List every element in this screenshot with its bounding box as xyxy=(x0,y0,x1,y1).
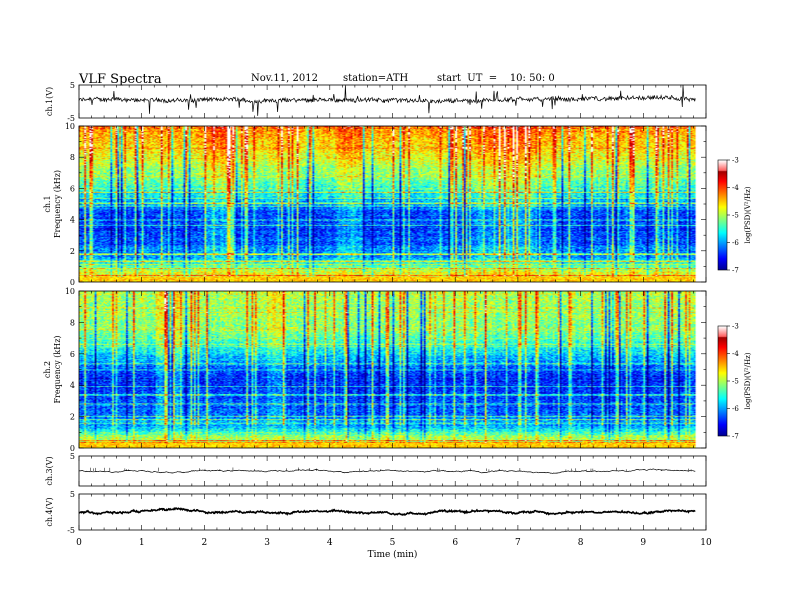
x-tick-label: 3 xyxy=(264,538,270,548)
y-tick-label: 8 xyxy=(70,153,75,162)
colorbar-tick-label: -4 xyxy=(732,184,739,192)
x-tick-label: 1 xyxy=(139,538,145,548)
ylabel-ch1-voltage: ch.1(V) xyxy=(45,87,54,116)
trace-ch2 xyxy=(78,468,696,474)
trace-ch1 xyxy=(78,84,696,116)
colorbar-label: log(PSD)(V²/Hz) xyxy=(744,352,752,409)
x-tick-label: 2 xyxy=(202,538,208,548)
x-tick-label: 5 xyxy=(390,538,396,548)
ylabel-ch2-channel: ch.2 xyxy=(43,361,52,378)
colorbar-tick-label: -5 xyxy=(732,378,739,386)
ylabel-ch1-channel: ch.1 xyxy=(43,195,52,212)
ylabel-ch3-voltage: ch.3(V) xyxy=(45,456,54,485)
x-tick-label: 4 xyxy=(327,538,333,548)
colorbar-tick-label: -5 xyxy=(732,212,739,220)
y-tick-label: 6 xyxy=(70,184,75,193)
colorbar-tick-label: -3 xyxy=(732,157,739,165)
y-tick-label: 4 xyxy=(70,381,75,390)
y-tick-label: 4 xyxy=(70,216,75,225)
colorbar-ch2 xyxy=(718,326,727,436)
y-tick-label: 5 xyxy=(70,81,75,90)
x-tick-label: 6 xyxy=(452,538,458,548)
y-tick-label: 10 xyxy=(65,122,75,131)
x-tick-label: 8 xyxy=(578,538,584,548)
y-tick-label: 8 xyxy=(70,318,75,327)
colorbar-tick-label: -4 xyxy=(732,350,739,358)
colorbar-tick-label: -7 xyxy=(732,433,739,441)
x-tick-label: 7 xyxy=(515,538,521,548)
ylabel-ch1-frequency: Frequency (kHz) xyxy=(53,170,62,238)
x-tick-label: 0 xyxy=(76,538,82,548)
station-label: station=ATH xyxy=(343,73,409,84)
colorbar-tick-label: -6 xyxy=(732,239,739,247)
colorbar-tick-label: -7 xyxy=(732,267,739,275)
figure-title: VLF Spectra xyxy=(79,72,162,87)
y-tick-label: -5 xyxy=(67,526,75,535)
y-tick-label: 0 xyxy=(70,444,75,453)
spectrogram-ch2 xyxy=(79,291,706,448)
y-tick-label: 2 xyxy=(70,413,75,422)
colorbar-tick-label: -3 xyxy=(732,323,739,331)
x-axis-label: Time (min) xyxy=(368,549,418,560)
colorbar-tick-label: -6 xyxy=(732,405,739,413)
spectrogram-ch1 xyxy=(79,126,706,282)
y-tick-label: -5 xyxy=(67,114,75,123)
colorbar-label: log(PSD)(V²/Hz) xyxy=(744,186,752,243)
trace-ch3 xyxy=(78,507,696,516)
y-tick-label: 2 xyxy=(70,247,75,256)
y-tick-label: 5 xyxy=(70,490,75,499)
y-tick-label: 5 xyxy=(70,452,75,461)
ylabel-ch4-voltage: ch.4(V) xyxy=(45,497,54,526)
date-label: Nov.11, 2012 xyxy=(251,73,318,84)
ylabel-ch2-frequency: Frequency (kHz) xyxy=(53,335,62,403)
x-tick-label: 9 xyxy=(640,538,646,548)
start-time-label: start UT = 10: 50: 0 xyxy=(437,73,555,84)
x-tick-label: 10 xyxy=(700,538,712,548)
y-tick-label: 6 xyxy=(70,350,75,359)
y-tick-label: 10 xyxy=(65,287,75,296)
y-tick-label: 0 xyxy=(70,278,75,287)
colorbar-ch1 xyxy=(718,160,727,270)
